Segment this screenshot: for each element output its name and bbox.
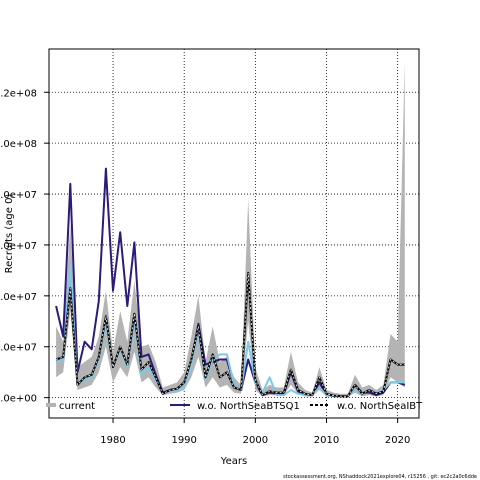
x-axis-title: Years — [220, 456, 247, 467]
y-tick-label: 4.0e+07 — [0, 292, 37, 303]
confidence-band-layer — [56, 61, 405, 397]
y-tick-label: 8.0e+07 — [0, 190, 37, 201]
x-axis-ticks: 1980 1990 2000 2010 2020 — [100, 418, 410, 446]
y-axis-ticks: 0.0e+00 2.0e+07 4.0e+07 6.0e+07 8.0e+07 1.0e+… — [0, 88, 49, 405]
x-tick-label: 1990 — [171, 435, 196, 446]
y-tick-label: 2.0e+07 — [0, 343, 37, 354]
x-tick-label: 2000 — [243, 435, 268, 446]
legend: current w.o. NorthSeaBTSQ1 w.o. NorthSeaIB… — [46, 401, 423, 412]
series-line-current — [55, 271, 405, 398]
y-axis-title: Recruits (age 0) — [4, 194, 15, 274]
y-tick-label: 1.2e+08 — [0, 88, 37, 99]
footer-note: stockassessment.org, NShaddock2021explor… — [283, 474, 477, 480]
plot-frame — [48, 48, 420, 419]
series-line-current-dash — [55, 272, 405, 397]
y-tick-label: 6.0e+07 — [0, 241, 37, 252]
x-tick-label: 2020 — [385, 435, 410, 446]
x-tick-label: 1980 — [100, 435, 125, 446]
confidence-band — [56, 61, 405, 397]
grid-lines — [49, 49, 419, 418]
legend-label-1: w.o. NorthSeaBTSQ1 — [197, 401, 300, 412]
series-line-w-o-northseabtsq1 — [55, 167, 406, 398]
legend-label-2: w.o. NorthSeaIBT — [337, 401, 423, 412]
legend-label-0: current — [59, 401, 95, 412]
series-lines-layer — [55, 167, 406, 398]
x-tick-label: 2010 — [314, 435, 339, 446]
y-tick-label: 0.0e+00 — [0, 394, 37, 405]
y-tick-label: 1.0e+08 — [0, 139, 37, 150]
